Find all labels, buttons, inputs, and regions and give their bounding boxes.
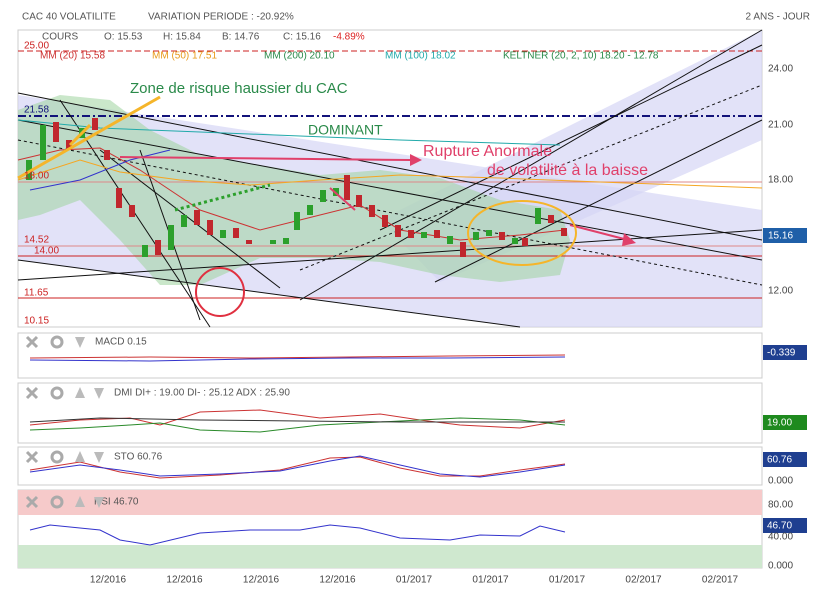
x-axis-label: 01/2017 xyxy=(549,575,586,586)
panel-icons xyxy=(25,335,104,509)
panel-label: RSI 46.70 xyxy=(94,497,139,508)
arrow-head xyxy=(622,233,636,246)
close-button[interactable] xyxy=(25,335,39,349)
move-up-button[interactable] xyxy=(75,387,85,398)
move-up-button[interactable] xyxy=(75,496,85,507)
axis-label: 12.00 xyxy=(768,286,793,297)
annotation-arrow xyxy=(569,224,629,241)
annotation: de volatilité à la baisse xyxy=(487,162,648,179)
x-axis: 12/2016 12/2016 12/2016 12/2016 01/2017 01/20… xyxy=(90,575,739,586)
legend-item: MM (200) 20.10 xyxy=(264,51,335,62)
axis-label: 40.00 xyxy=(768,532,793,543)
level-label: 10.15 xyxy=(24,316,49,327)
panel-controls xyxy=(25,335,85,349)
move-up-button[interactable] xyxy=(75,451,85,462)
level-label: 14.00 xyxy=(34,246,59,257)
panel-value: 19.00 xyxy=(767,418,792,429)
legend-item: MM (100) 18.02 xyxy=(385,51,456,62)
moving-average xyxy=(29,149,171,191)
x-axis-label: 02/2017 xyxy=(702,575,739,586)
highlight-ellipse xyxy=(467,200,577,266)
price-tag xyxy=(763,228,807,243)
moving-average xyxy=(17,159,763,189)
panel-controls xyxy=(25,495,104,509)
level-label: 14.52 xyxy=(24,235,49,246)
legend-item: KELTNER (20, 2, 10) 18.20 - 12.78 xyxy=(503,51,659,62)
panel-controls xyxy=(25,386,104,400)
legend-item: COURS xyxy=(42,32,78,43)
settings-button[interactable] xyxy=(50,386,64,400)
level-label: 11.65 xyxy=(24,288,49,299)
panel-value: 60.76 xyxy=(767,455,792,466)
annotation: DOMINANT xyxy=(308,122,383,138)
panel-label: MACD 0.15 xyxy=(95,337,147,348)
title: CAC 40 VOLATILITE xyxy=(22,12,116,23)
annotation-arrow xyxy=(17,95,161,180)
annotation-arrow xyxy=(68,123,92,147)
arrow-head xyxy=(410,154,422,166)
legend-item: H: 15.84 xyxy=(163,32,201,43)
x-axis-label: 02/2017 xyxy=(625,575,662,586)
x-axis-label: 12/2016 xyxy=(90,575,127,586)
legend-item: O: 15.53 xyxy=(104,32,143,43)
price-tag-label: 15.16 xyxy=(768,231,793,242)
annotation: Rupture Anormale xyxy=(423,143,552,160)
sto-panel: STO 60.76 60.76 0.000 xyxy=(17,446,807,487)
panel-value: -0.339 xyxy=(767,348,796,359)
panel-label: DMI DI+ : 19.00 DI- : 25.12 ADX : 25.90 xyxy=(114,388,290,399)
legend-item: MM (20) 15.58 xyxy=(40,51,105,62)
variation: VARIATION PERIODE : -20.92% xyxy=(148,12,294,23)
axis-label: 0.000 xyxy=(768,561,793,572)
axis-label: 80.00 xyxy=(768,500,793,511)
x-axis-label: 01/2017 xyxy=(472,575,509,586)
move-down-button[interactable] xyxy=(94,388,104,399)
settings-button[interactable] xyxy=(50,335,64,349)
rsi-panel: RSI 46.70 80.00 46.70 40.00 0.000 xyxy=(17,489,807,572)
x-axis-label: 12/2016 xyxy=(243,575,280,586)
annotation: Zone de risque haussier du CAC xyxy=(130,80,348,97)
panel-value: 46.70 xyxy=(767,521,792,532)
macd-panel: MACD 0.15 -0.339 xyxy=(17,332,807,379)
close-button[interactable] xyxy=(25,450,39,464)
panel-controls xyxy=(25,450,104,464)
settings-button[interactable] xyxy=(50,495,64,509)
move-down-button[interactable] xyxy=(94,497,104,508)
period[interactable]: 2 ANS - JOUR xyxy=(746,12,810,23)
level-label: 25.00 xyxy=(24,41,49,52)
x-axis-label: 01/2017 xyxy=(396,575,433,586)
panel-label: STO 60.76 xyxy=(114,452,163,463)
legend-item: -4.89% xyxy=(333,32,365,43)
legend-item: B: 14.76 xyxy=(222,32,260,43)
close-button[interactable] xyxy=(25,386,39,400)
axis-label: 21.00 xyxy=(768,120,793,131)
annotation-arrow xyxy=(119,156,411,161)
x-axis-label: 12/2016 xyxy=(166,575,203,586)
annotation-arrow xyxy=(329,187,356,211)
keltner-band xyxy=(18,95,570,285)
close-button[interactable] xyxy=(25,495,39,509)
axis-label: 0.000 xyxy=(768,476,793,487)
moving-average xyxy=(17,147,566,241)
main-chart: Zone de risque haussier du CAC DOMINANT … xyxy=(17,29,763,328)
move-down-button[interactable] xyxy=(94,452,104,463)
axis-label: 24.00 xyxy=(768,64,793,75)
x-axis-label: 12/2016 xyxy=(319,575,356,586)
level-label: 21.58 xyxy=(24,105,49,116)
highlight-circle xyxy=(195,267,245,317)
level-label: 18.00 xyxy=(24,171,49,182)
settings-button[interactable] xyxy=(50,450,64,464)
move-down-button[interactable] xyxy=(75,337,85,348)
axis-label: 18.00 xyxy=(768,175,793,186)
legend-item: C: 15.16 xyxy=(283,32,321,43)
dmi-panel: DMI DI+ : 19.00 DI- : 25.12 ADX : 25.90 … xyxy=(17,382,807,444)
legend-item: MM (50) 17.51 xyxy=(152,51,217,62)
annotation-arrow xyxy=(174,183,271,212)
